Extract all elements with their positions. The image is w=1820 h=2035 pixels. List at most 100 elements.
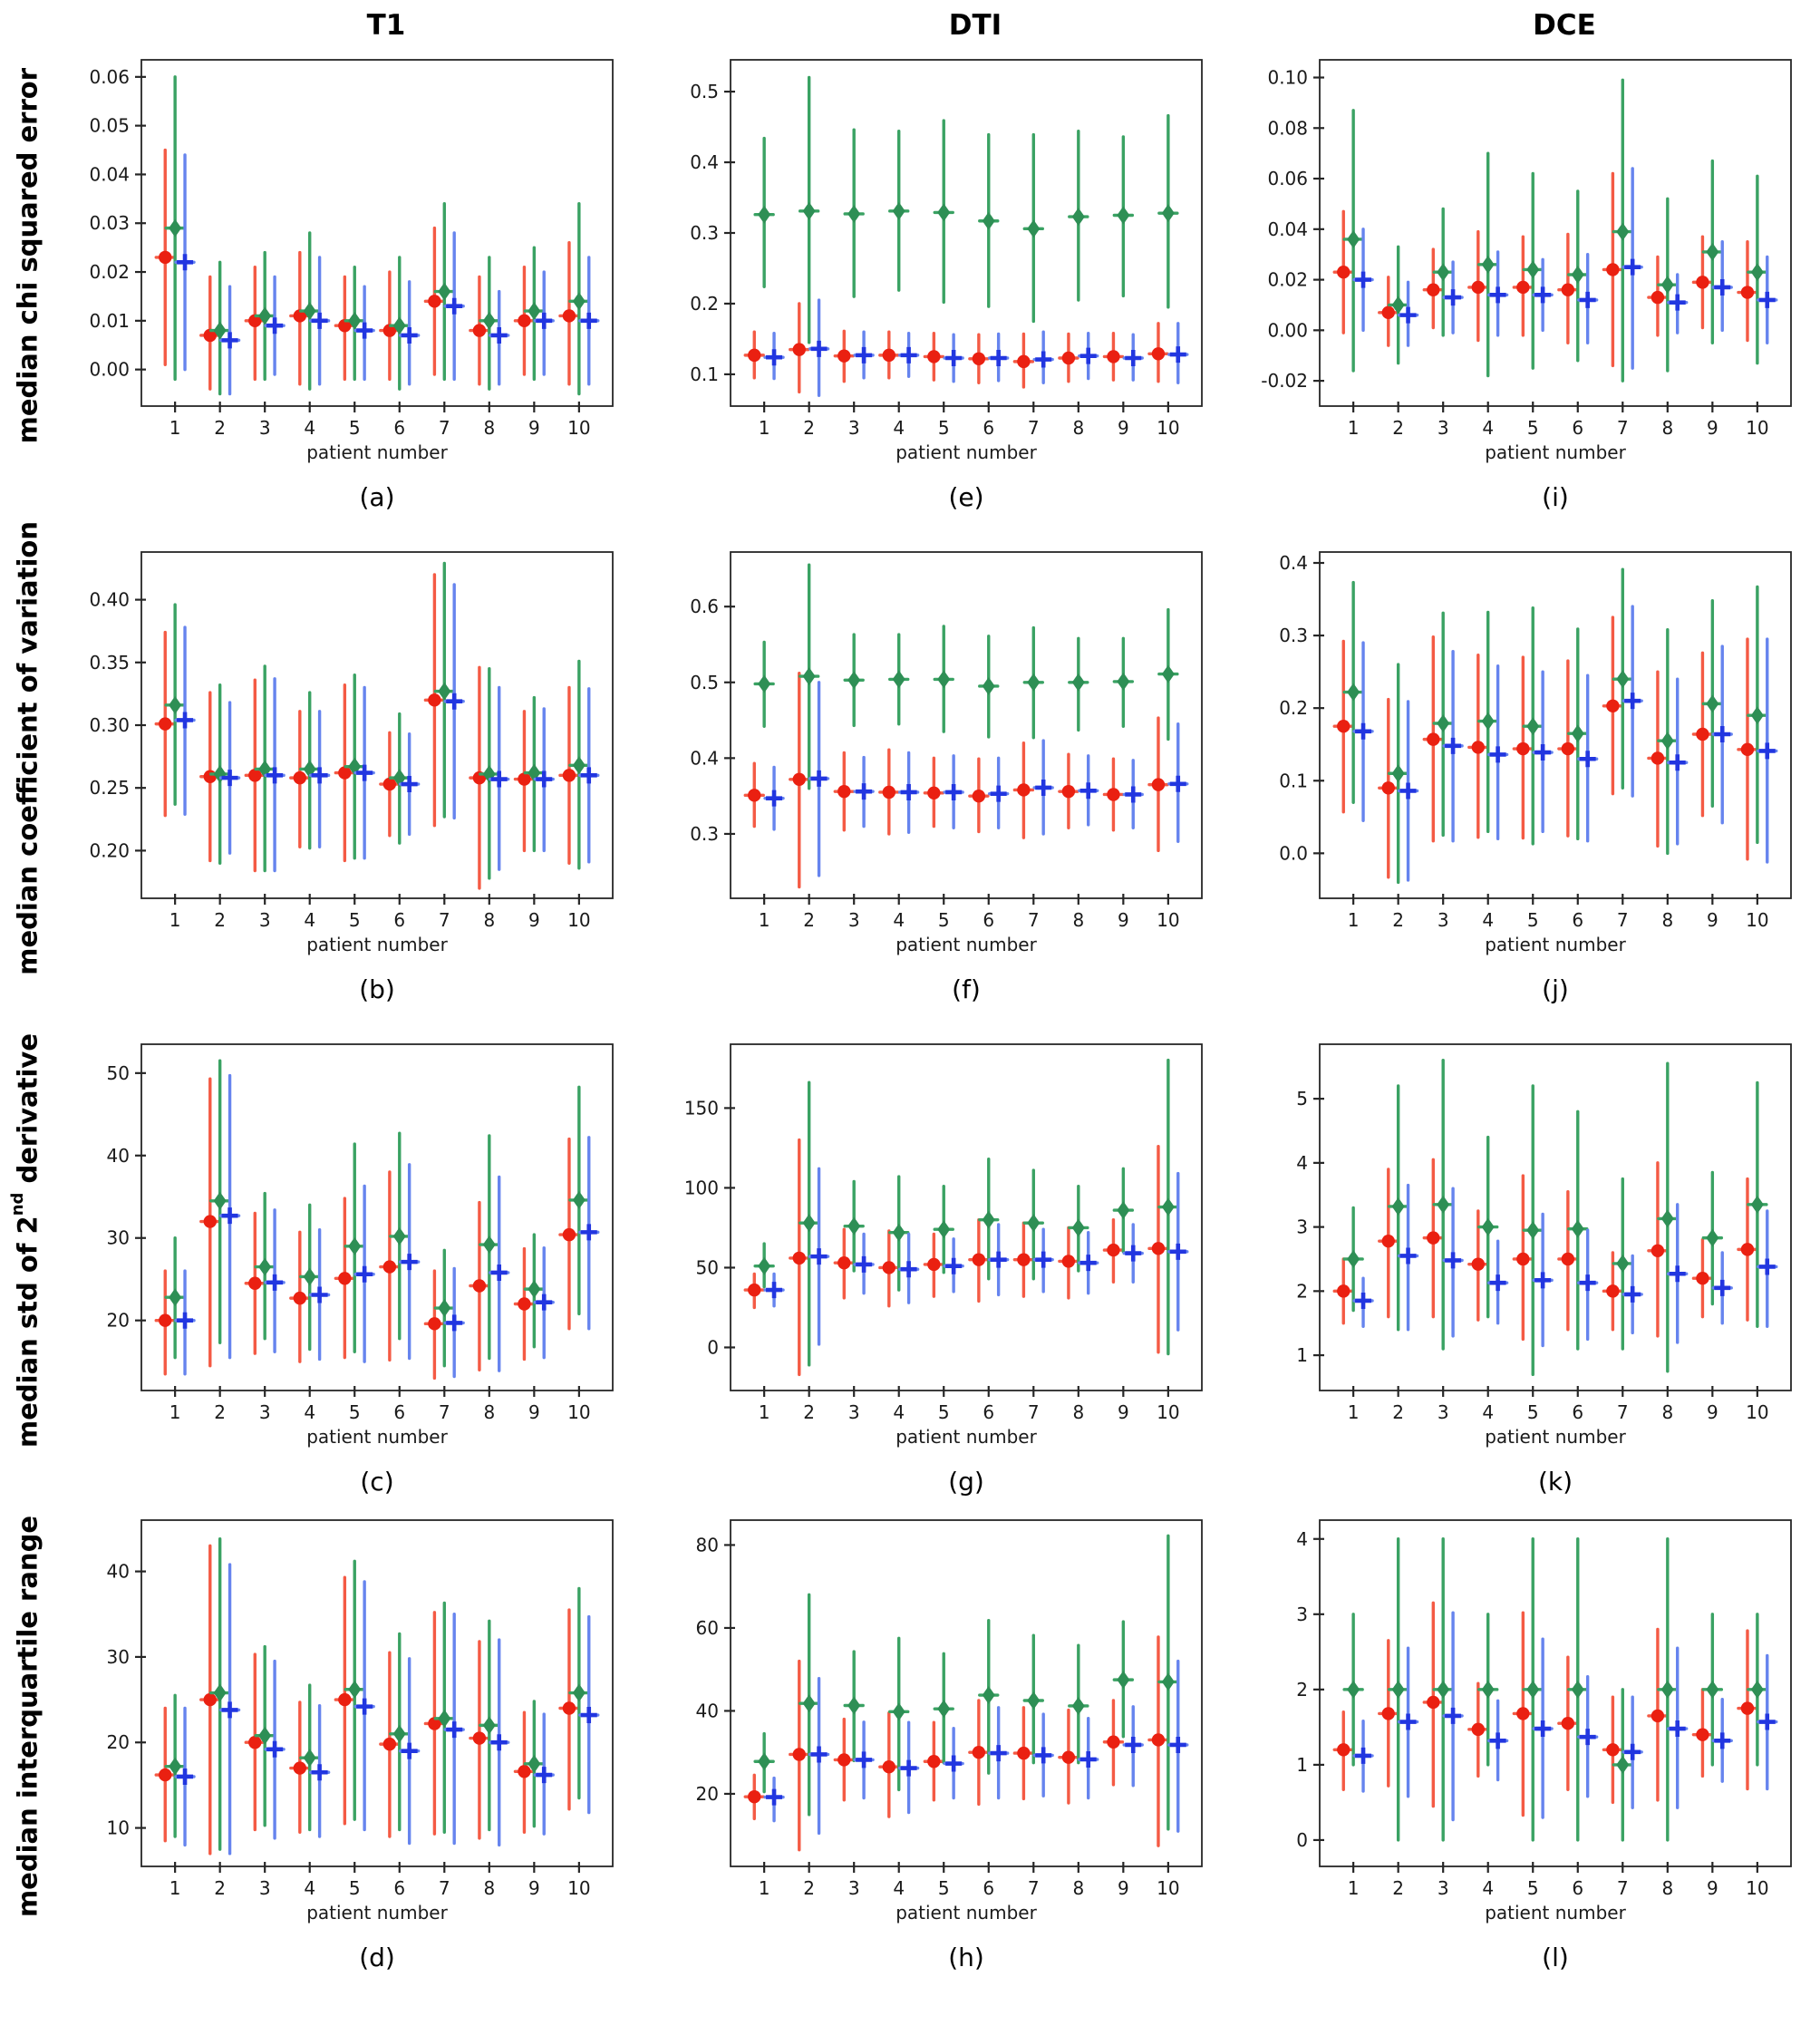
svg-text:5: 5 bbox=[349, 417, 361, 439]
svg-text:0.1: 0.1 bbox=[690, 363, 719, 385]
svg-text:3: 3 bbox=[259, 1401, 271, 1423]
svg-text:1: 1 bbox=[1348, 1877, 1360, 1899]
svg-text:10: 10 bbox=[1157, 1401, 1179, 1423]
svg-text:patient number: patient number bbox=[306, 1902, 448, 1924]
errorbar-chart-c: 20 30 40 50 1 2 3 4 5 6 7 8 9 10 patient number bbox=[107, 1042, 614, 1448]
svg-text:8: 8 bbox=[1661, 1877, 1673, 1899]
svg-text:6: 6 bbox=[983, 417, 994, 439]
svg-text:7: 7 bbox=[1617, 1877, 1629, 1899]
svg-text:0.4: 0.4 bbox=[690, 151, 719, 173]
subplot-d-cell: 10 20 30 40 1 2 3 4 5 6 7 8 9 10 patient number (d) bbox=[51, 1506, 640, 1982]
errorbar-chart-a: 0.00 0.01 0.02 0.03 0.04 0.05 0.06 1 2 3 4 5 6 7 8 9 10 p… bbox=[89, 59, 614, 463]
svg-text:9: 9 bbox=[1118, 909, 1129, 931]
subplot-caption-e: (e) bbox=[948, 482, 984, 512]
svg-text:1: 1 bbox=[759, 909, 770, 931]
svg-text:0.30: 0.30 bbox=[89, 714, 130, 736]
svg-text:2: 2 bbox=[1392, 1401, 1404, 1423]
svg-text:7: 7 bbox=[1617, 417, 1629, 439]
svg-text:0: 0 bbox=[1296, 1829, 1308, 1851]
svg-text:4: 4 bbox=[893, 417, 905, 439]
subplot-caption-f: (f) bbox=[952, 974, 981, 1004]
svg-text:6: 6 bbox=[983, 1877, 994, 1899]
svg-text:10: 10 bbox=[1746, 1877, 1768, 1899]
svg-text:5: 5 bbox=[349, 909, 361, 931]
svg-text:6: 6 bbox=[393, 417, 405, 439]
svg-text:10: 10 bbox=[567, 417, 590, 439]
subplot-caption-j: (j) bbox=[1542, 974, 1569, 1004]
svg-text:9: 9 bbox=[1707, 909, 1718, 931]
svg-text:7: 7 bbox=[439, 417, 450, 439]
svg-text:50: 50 bbox=[107, 1062, 130, 1084]
chart-row-interquartile-range: median interquartile range 10 20 30 40 1 2 3 4 5… bbox=[0, 1506, 1820, 1982]
svg-text:0.3: 0.3 bbox=[690, 823, 719, 845]
svg-text:4: 4 bbox=[893, 1401, 905, 1423]
svg-text:3: 3 bbox=[259, 417, 271, 439]
svg-text:5: 5 bbox=[1527, 1401, 1539, 1423]
svg-text:0.5: 0.5 bbox=[690, 81, 719, 102]
svg-text:9: 9 bbox=[1118, 1401, 1129, 1423]
svg-text:3: 3 bbox=[1296, 1216, 1308, 1237]
svg-text:1: 1 bbox=[1348, 417, 1360, 439]
column-header-row: T1 DTI DCE bbox=[0, 5, 1820, 45]
svg-text:9: 9 bbox=[1707, 417, 1718, 439]
svg-text:4: 4 bbox=[304, 417, 315, 439]
row-label-coefficient-of-variation: median coefficient of variation bbox=[12, 521, 44, 975]
subplot-g-cell: 0 50 100 150 1 2 3 4 5 6 7 8 9 10 patient number (g) bbox=[640, 1030, 1229, 1506]
svg-text:0.1: 0.1 bbox=[1279, 770, 1308, 791]
svg-text:20: 20 bbox=[107, 1731, 130, 1753]
subplot-caption-g: (g) bbox=[948, 1466, 984, 1497]
svg-text:0.2: 0.2 bbox=[690, 293, 719, 315]
svg-text:30: 30 bbox=[107, 1226, 130, 1248]
errorbar-chart-i: -0.02 0.00 0.02 0.04 0.06 0.08 0.10 1 2 3 4 5 6 7 8 9 10… bbox=[1261, 59, 1792, 463]
figure-grid: T1 DTI DCE median chi squared error 0.00… bbox=[0, 5, 1820, 1982]
svg-text:5: 5 bbox=[1527, 417, 1539, 439]
subplot-h-cell: 20 40 60 80 1 2 3 4 5 6 7 8 9 10 patient number (h) bbox=[640, 1506, 1229, 1982]
svg-text:7: 7 bbox=[1028, 1401, 1040, 1423]
svg-text:8: 8 bbox=[1072, 909, 1084, 931]
svg-text:10: 10 bbox=[567, 909, 590, 931]
row-label-chi-squared-error: median chi squared error bbox=[12, 68, 44, 444]
svg-text:0.01: 0.01 bbox=[89, 310, 130, 332]
svg-text:9: 9 bbox=[528, 1877, 540, 1899]
svg-text:10: 10 bbox=[567, 1401, 590, 1423]
subplot-caption-k: (k) bbox=[1537, 1466, 1573, 1497]
svg-text:1: 1 bbox=[1348, 909, 1360, 931]
svg-text:2: 2 bbox=[1392, 417, 1404, 439]
svg-text:2: 2 bbox=[1392, 909, 1404, 931]
subplot-i-cell: -0.02 0.00 0.02 0.04 0.06 0.08 0.10 1 2 3 4 5 6 7 8 9 10… bbox=[1229, 45, 1818, 521]
svg-text:-0.02: -0.02 bbox=[1261, 370, 1308, 392]
subplot-caption-l: (l) bbox=[1542, 1942, 1569, 1972]
errorbar-chart-j: 0.0 0.1 0.2 0.3 0.4 1 2 3 4 5 6 7 8 9 10 patient number bbox=[1279, 550, 1792, 955]
svg-text:8: 8 bbox=[1072, 417, 1084, 439]
chart-row-coefficient-of-variation: median coefficient of variation 0.20 0.2 5… bbox=[0, 521, 1820, 1030]
svg-text:0.35: 0.35 bbox=[89, 652, 130, 673]
svg-text:2: 2 bbox=[1392, 1877, 1404, 1899]
svg-text:1: 1 bbox=[169, 1877, 181, 1899]
svg-text:2: 2 bbox=[803, 909, 815, 931]
subplot-k-cell: 1 2 3 4 5 1 2 3 4 5 6 7 8 9 10 patient number (k) bbox=[1229, 1030, 1818, 1506]
svg-text:0.02: 0.02 bbox=[89, 261, 130, 283]
svg-text:0.20: 0.20 bbox=[89, 839, 130, 861]
svg-text:8: 8 bbox=[483, 417, 495, 439]
svg-text:8: 8 bbox=[1661, 909, 1673, 931]
svg-text:3: 3 bbox=[848, 1401, 860, 1423]
svg-text:0.3: 0.3 bbox=[1279, 625, 1308, 646]
svg-text:5: 5 bbox=[1296, 1088, 1308, 1110]
subplot-l-cell: 0 1 2 3 4 1 2 3 4 5 6 7 8 9 10 patient number (l) bbox=[1229, 1506, 1818, 1982]
svg-text:20: 20 bbox=[696, 1783, 719, 1805]
svg-text:4: 4 bbox=[1482, 909, 1494, 931]
svg-text:20: 20 bbox=[107, 1309, 130, 1331]
svg-text:5: 5 bbox=[938, 1877, 950, 1899]
svg-text:10: 10 bbox=[107, 1817, 130, 1838]
svg-text:1: 1 bbox=[1296, 1344, 1308, 1366]
svg-text:2: 2 bbox=[214, 1877, 226, 1899]
svg-text:40: 40 bbox=[107, 1145, 130, 1167]
subplot-caption-h: (h) bbox=[948, 1942, 984, 1972]
svg-text:3: 3 bbox=[1438, 909, 1449, 931]
svg-text:4: 4 bbox=[893, 909, 905, 931]
svg-text:0.2: 0.2 bbox=[1279, 697, 1308, 719]
svg-text:9: 9 bbox=[1118, 417, 1129, 439]
svg-text:5: 5 bbox=[938, 417, 950, 439]
errorbar-chart-h: 20 40 60 80 1 2 3 4 5 6 7 8 9 10 patient number bbox=[696, 1518, 1203, 1924]
svg-text:4: 4 bbox=[304, 1401, 315, 1423]
